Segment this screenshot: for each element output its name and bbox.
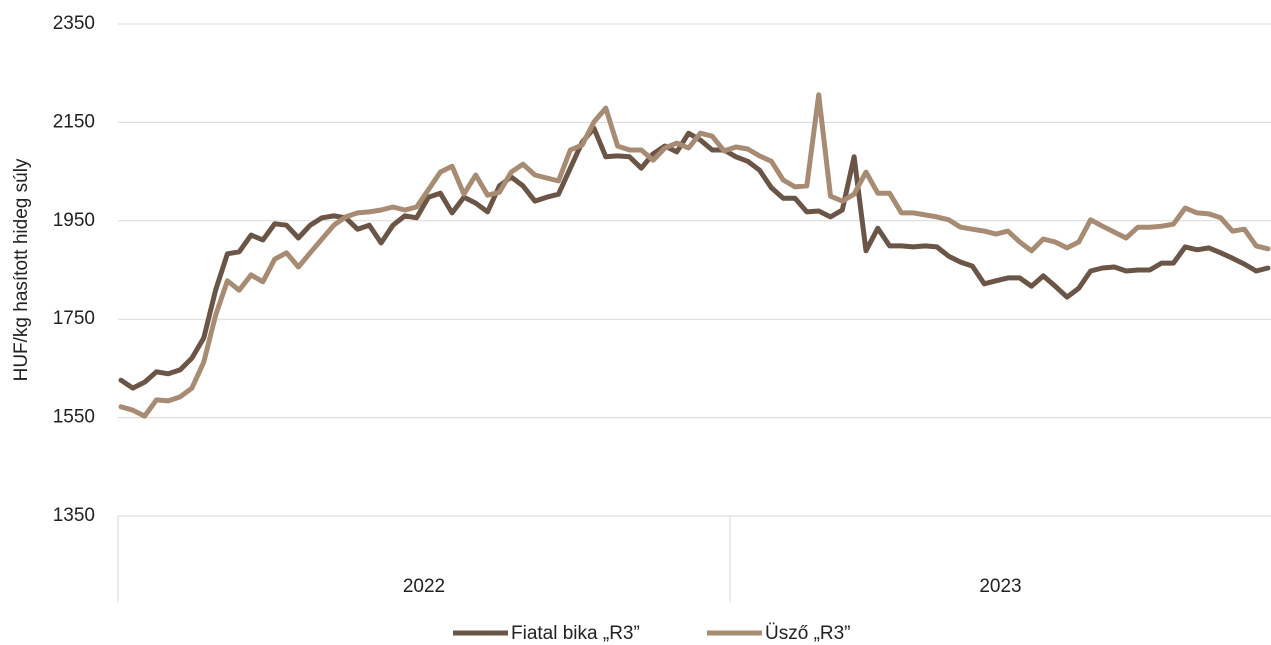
y-tick-label: 2350 [53, 13, 95, 34]
y-axis-title: HUF/kg hasított hideg súly [11, 158, 32, 381]
y-tick-label: 1550 [53, 407, 95, 428]
y-tick-label: 1350 [53, 505, 95, 526]
legend-label: Fiatal bika „R3” [511, 623, 640, 644]
y-tick-label: 2150 [53, 111, 95, 132]
x-group-label: 2023 [979, 576, 1021, 597]
y-tick-label: 1950 [53, 210, 95, 231]
series-line [118, 92, 1271, 419]
y-tick-label: 1750 [53, 308, 95, 329]
legend-label: Üsző „R3” [765, 623, 851, 644]
x-group-label: 2022 [403, 576, 445, 597]
